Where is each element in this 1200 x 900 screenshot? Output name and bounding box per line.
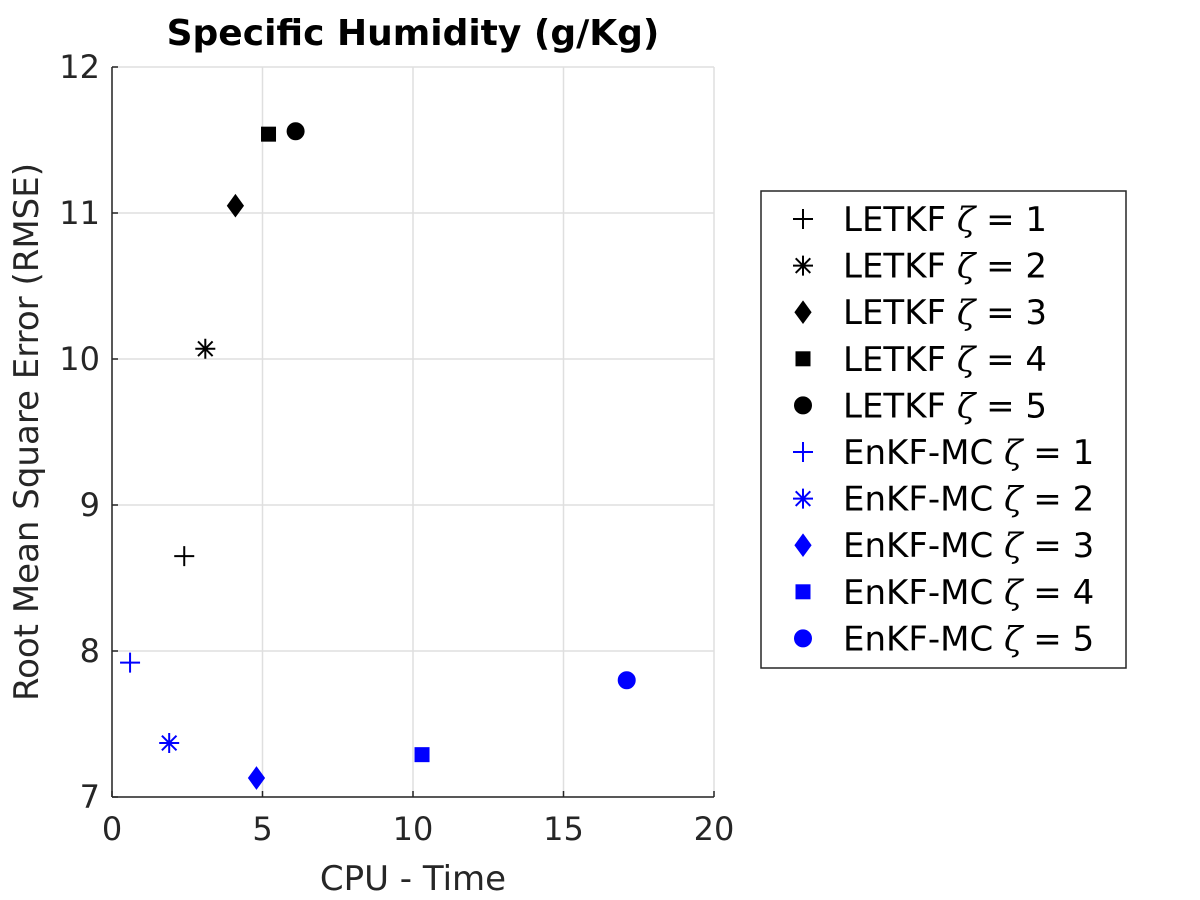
y-tick-label: 7 — [80, 778, 100, 816]
letkf-zeta-2-point — [195, 338, 216, 359]
legend: LETKF ζ = 1 LETKF ζ = 2 LETKF ζ = 3 LETKF ζ… — [760, 190, 1127, 669]
y-tick-label: 12 — [59, 48, 100, 86]
chart-title: Specific Humidity (g/Kg) — [167, 13, 660, 54]
data-points — [120, 122, 636, 790]
y-tick-label: 9 — [80, 486, 100, 524]
legend-box — [760, 190, 1127, 669]
legend-label-0: LETKF ζ = 1 — [843, 200, 1047, 240]
x-tick-label: 5 — [252, 810, 272, 848]
legend-label-5: EnKF-MC ζ = 1 — [843, 433, 1094, 473]
y-tick-label: 8 — [80, 632, 100, 670]
legend-marker-9 — [794, 629, 812, 648]
legend-marker-5 — [793, 442, 813, 462]
legend-label-2: LETKF ζ = 3 — [843, 293, 1047, 333]
legend-marker-2 — [794, 300, 812, 325]
legend-label-9: EnKF-MC ζ = 5 — [843, 619, 1094, 659]
letkf-zeta-3-point — [226, 193, 245, 218]
enkf-mc-zeta-1-point — [120, 652, 141, 673]
legend-marker-0 — [793, 209, 813, 229]
legend-label-3: LETKF ζ = 4 — [843, 340, 1047, 380]
x-tick-label: 0 — [102, 810, 122, 848]
enkf-mc-zeta-4-point — [414, 747, 430, 763]
enkf-mc-zeta-2-point — [159, 732, 180, 753]
legend-marker-3 — [795, 351, 811, 367]
x-tick-label: 10 — [393, 810, 434, 848]
legend-label-8: EnKF-MC ζ = 4 — [843, 573, 1094, 613]
legend-label-4: LETKF ζ = 5 — [843, 386, 1047, 426]
legend-marker-1 — [793, 255, 813, 276]
tick-labels: 0 5 10 15 20 7 8 9 10 11 12 — [59, 48, 734, 848]
legend-marker-7 — [794, 533, 812, 558]
letkf-zeta-5-point — [286, 122, 305, 141]
x-tick-label: 15 — [543, 810, 584, 848]
legend-label-6: EnKF-MC ζ = 2 — [843, 480, 1094, 520]
x-axis-label: CPU - Time — [320, 859, 506, 899]
legend-marker-4 — [794, 396, 812, 415]
letkf-zeta-4-point — [261, 126, 277, 142]
enkf-mc-zeta-5-point — [617, 671, 636, 690]
legend-label-7: EnKF-MC ζ = 3 — [843, 526, 1094, 566]
y-axis-label: Root Mean Square Error (RMSE) — [7, 163, 47, 701]
y-tick-label: 11 — [59, 194, 100, 232]
legend-marker-8 — [795, 584, 811, 600]
legend-label-1: LETKF ζ = 2 — [843, 247, 1047, 287]
enkf-mc-zeta-3-point — [247, 766, 266, 790]
y-tick-label: 10 — [59, 340, 100, 378]
legend-marker-6 — [793, 488, 813, 509]
letkf-zeta-1-point — [174, 546, 195, 567]
x-tick-label: 20 — [694, 810, 735, 848]
axes — [111, 66, 715, 798]
